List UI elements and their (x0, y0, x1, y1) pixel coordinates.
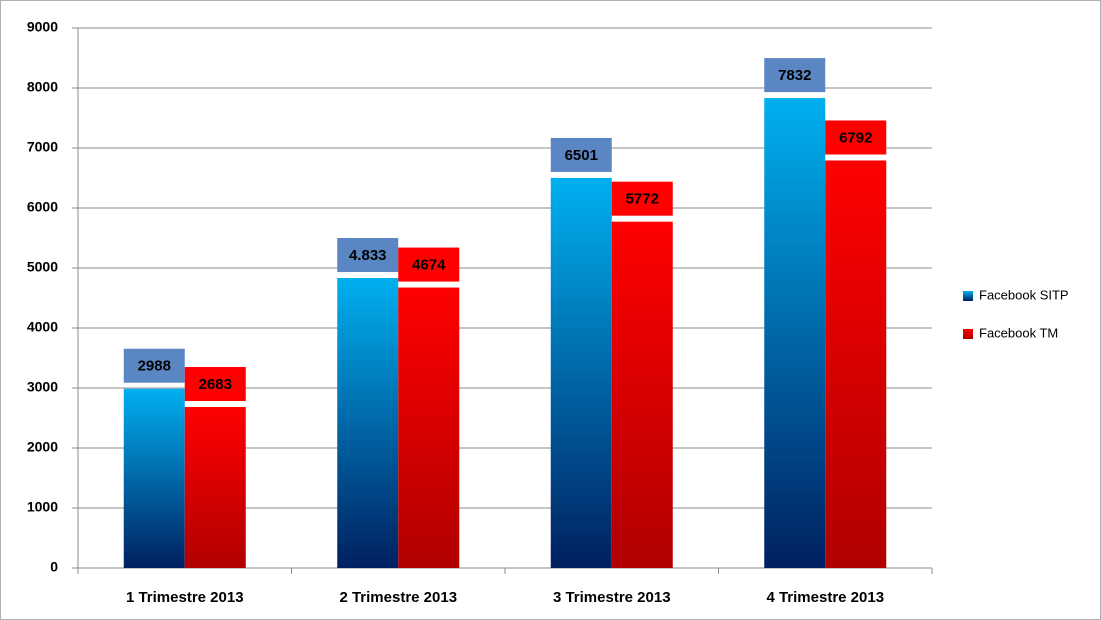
x-tick-label: 1 Trimestre 2013 (126, 589, 244, 606)
y-tick-label: 4000 (27, 319, 58, 335)
value-label-box (550, 137, 612, 172)
value-label: 5772 (626, 191, 659, 208)
y-tick-label: 7000 (27, 139, 58, 155)
y-tick-label: 1000 (27, 499, 58, 515)
bar (123, 388, 185, 568)
y-tick-label: 2000 (27, 439, 58, 455)
value-label-box (764, 58, 826, 93)
value-label-box (398, 247, 460, 282)
legend-swatch (963, 291, 973, 301)
value-label: 7832 (778, 67, 811, 84)
y-tick-label: 0 (50, 559, 58, 575)
value-label: 2683 (199, 376, 232, 393)
x-tick-label: 4 Trimestre 2013 (766, 589, 884, 606)
value-label: 6501 (565, 147, 598, 164)
y-tick-label: 5000 (27, 259, 58, 275)
x-tick-label: 3 Trimestre 2013 (553, 589, 671, 606)
legend-swatch (963, 329, 973, 339)
bar (337, 278, 399, 568)
x-tick-label: 2 Trimestre 2013 (339, 589, 457, 606)
value-label-box (184, 367, 246, 402)
y-tick-label: 6000 (27, 199, 58, 215)
value-label: 4.833 (349, 247, 387, 264)
value-label-box (123, 348, 185, 383)
y-tick-label: 3000 (27, 379, 58, 395)
value-label-box (825, 120, 887, 155)
value-label: 6792 (839, 129, 872, 146)
bar (764, 98, 826, 568)
value-label-box (611, 181, 673, 216)
value-label-box (337, 238, 399, 273)
y-tick-label: 9000 (27, 19, 58, 35)
value-label: 2988 (138, 358, 171, 375)
value-label: 4674 (412, 257, 446, 274)
bar (611, 221, 673, 568)
bar (398, 287, 460, 568)
y-tick-label: 8000 (27, 79, 58, 95)
bar (825, 160, 887, 569)
legend-label: Facebook TM (979, 325, 1058, 340)
bar (184, 407, 246, 568)
legend-label: Facebook SITP (979, 287, 1069, 302)
bar (550, 177, 612, 568)
